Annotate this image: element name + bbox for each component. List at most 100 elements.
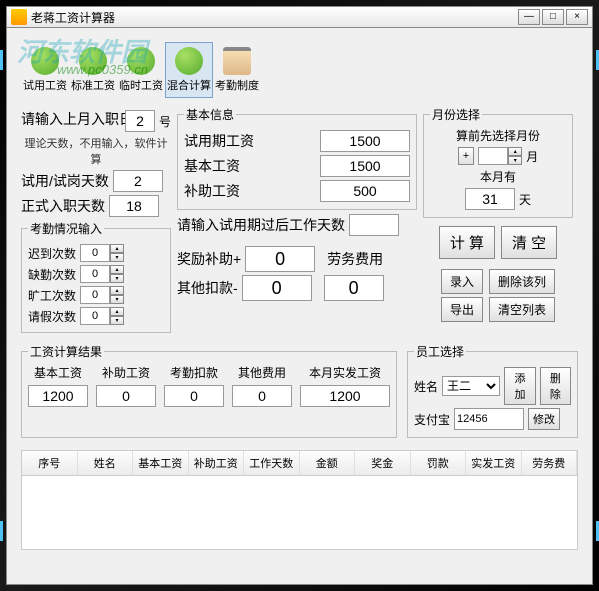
add-employee-button[interactable]: 添加 — [504, 367, 535, 405]
leave-input[interactable] — [80, 307, 110, 325]
tool-label: 试用工资 — [23, 77, 67, 93]
entry-day-input[interactable] — [125, 110, 155, 132]
spin-up[interactable]: ▴ — [110, 286, 124, 295]
post-trial-label: 请输入试用期过后工作天数 — [177, 215, 345, 235]
labor-label: 劳务费用 — [327, 249, 383, 269]
results-legend: 工资计算结果 — [28, 343, 104, 360]
month-legend: 月份选择 — [430, 106, 482, 123]
person-icon — [127, 47, 155, 75]
delete-employee-button[interactable]: 删除 — [540, 367, 571, 405]
skip-input[interactable] — [80, 286, 110, 304]
trial-days-input[interactable] — [113, 170, 163, 192]
spin-up[interactable]: ▴ — [110, 265, 124, 274]
result-other[interactable] — [232, 385, 292, 407]
base-salary-input[interactable] — [320, 155, 410, 177]
basic-legend: 基本信息 — [184, 106, 236, 123]
th-actual[interactable]: 实发工资 — [466, 451, 522, 475]
spin-down[interactable]: ▾ — [110, 295, 124, 304]
th-penalty[interactable]: 罚款 — [411, 451, 467, 475]
name-label: 姓名 — [414, 378, 438, 395]
th-base[interactable]: 基本工资 — [133, 451, 189, 475]
h-allow: 补助工资 — [96, 364, 156, 381]
month-hint: 算前先选择月份 — [430, 127, 566, 144]
th-labor[interactable]: 劳务费 — [522, 451, 578, 475]
tool-mixed-calc[interactable]: 混合计算 — [165, 42, 213, 98]
clear-list-button[interactable]: 清空列表 — [489, 297, 555, 322]
days-suffix: 天 — [519, 191, 531, 208]
clear-button[interactable]: 清 空 — [501, 226, 557, 259]
spin-down[interactable]: ▾ — [110, 253, 124, 262]
deduct-label: 其他扣款- — [177, 278, 238, 298]
spin-up[interactable]: ▴ — [110, 307, 124, 316]
calculate-button[interactable]: 计 算 — [439, 226, 495, 259]
name-select[interactable]: 王二 — [442, 376, 500, 396]
trial-salary-input[interactable] — [320, 130, 410, 152]
maximize-button[interactable]: □ — [542, 9, 564, 25]
alipay-label: 支付宝 — [414, 411, 450, 428]
bonus-input[interactable] — [245, 246, 315, 272]
person-icon — [79, 47, 107, 75]
employee-fieldset: 员工选择 姓名王二添加删除 支付宝 修改 — [407, 343, 578, 438]
trial-days-label: 试用/试岗天数 — [21, 171, 109, 191]
app-icon — [11, 9, 27, 25]
allowance-input[interactable] — [320, 180, 410, 202]
alipay-input[interactable] — [454, 408, 524, 430]
th-seq[interactable]: 序号 — [22, 451, 78, 475]
person-icon — [31, 47, 59, 75]
result-actual[interactable] — [300, 385, 390, 407]
th-amount[interactable]: 金额 — [300, 451, 356, 475]
window-title: 老蒋工资计算器 — [31, 9, 518, 26]
month-has-label: 本月有 — [430, 168, 566, 185]
spin-down[interactable]: ▾ — [110, 316, 124, 325]
tool-label: 混合计算 — [167, 77, 211, 93]
tool-label: 临时工资 — [119, 77, 163, 93]
late-input[interactable] — [80, 244, 110, 262]
close-button[interactable]: × — [566, 9, 588, 25]
toolbar: 试用工资 标准工资 临时工资 混合计算 考勤制度 — [21, 42, 578, 98]
formal-days-input[interactable] — [109, 195, 159, 217]
spin-down[interactable]: ▾ — [110, 274, 124, 283]
tool-trial-salary[interactable]: 试用工资 — [21, 42, 69, 98]
attendance-legend: 考勤情况输入 — [28, 220, 104, 237]
tool-label: 标准工资 — [71, 77, 115, 93]
delete-row-button[interactable]: 删除该列 — [489, 269, 555, 294]
month-fieldset: 月份选择 算前先选择月份 +▴▾月 本月有 天 — [423, 106, 573, 218]
post-trial-input[interactable] — [349, 214, 399, 236]
record-button[interactable]: 录入 — [441, 269, 483, 294]
result-attend[interactable] — [164, 385, 224, 407]
employee-legend: 员工选择 — [414, 343, 466, 360]
absent-input[interactable] — [80, 265, 110, 283]
month-input[interactable] — [478, 147, 508, 165]
th-name[interactable]: 姓名 — [78, 451, 134, 475]
day-suffix: 号 — [159, 113, 171, 130]
deduct-input[interactable] — [242, 275, 312, 301]
tool-attendance-rules[interactable]: 考勤制度 — [213, 42, 261, 98]
th-bonus[interactable]: 奖金 — [355, 451, 411, 475]
tool-temp-salary[interactable]: 临时工资 — [117, 42, 165, 98]
people-icon — [175, 47, 203, 75]
month-days-input[interactable] — [465, 188, 515, 210]
spin-up[interactable]: ▴ — [508, 147, 522, 156]
leave-label: 请假次数 — [28, 308, 76, 325]
result-allow[interactable] — [96, 385, 156, 407]
clipboard-icon — [223, 47, 251, 75]
spin-down[interactable]: ▾ — [508, 156, 522, 165]
basic-info-fieldset: 基本信息 试用期工资 基本工资 补助工资 — [177, 106, 417, 210]
allowance-label: 补助工资 — [184, 181, 264, 201]
h-other: 其他费用 — [232, 364, 292, 381]
skip-label: 旷工次数 — [28, 287, 76, 304]
result-base[interactable] — [28, 385, 88, 407]
modify-button[interactable]: 修改 — [528, 408, 560, 430]
minimize-button[interactable]: — — [518, 9, 540, 25]
h-actual: 本月实发工资 — [300, 364, 390, 381]
titlebar: 老蒋工资计算器 — □ × — [6, 6, 593, 28]
bonus-label: 奖励补助+ — [177, 249, 241, 269]
tool-standard-salary[interactable]: 标准工资 — [69, 42, 117, 98]
th-days[interactable]: 工作天数 — [244, 451, 300, 475]
h-base: 基本工资 — [28, 364, 88, 381]
th-allow[interactable]: 补助工资 — [189, 451, 245, 475]
month-plus-button[interactable]: + — [458, 147, 474, 165]
spin-up[interactable]: ▴ — [110, 244, 124, 253]
other-input[interactable] — [324, 275, 384, 301]
export-button[interactable]: 导出 — [441, 297, 483, 322]
